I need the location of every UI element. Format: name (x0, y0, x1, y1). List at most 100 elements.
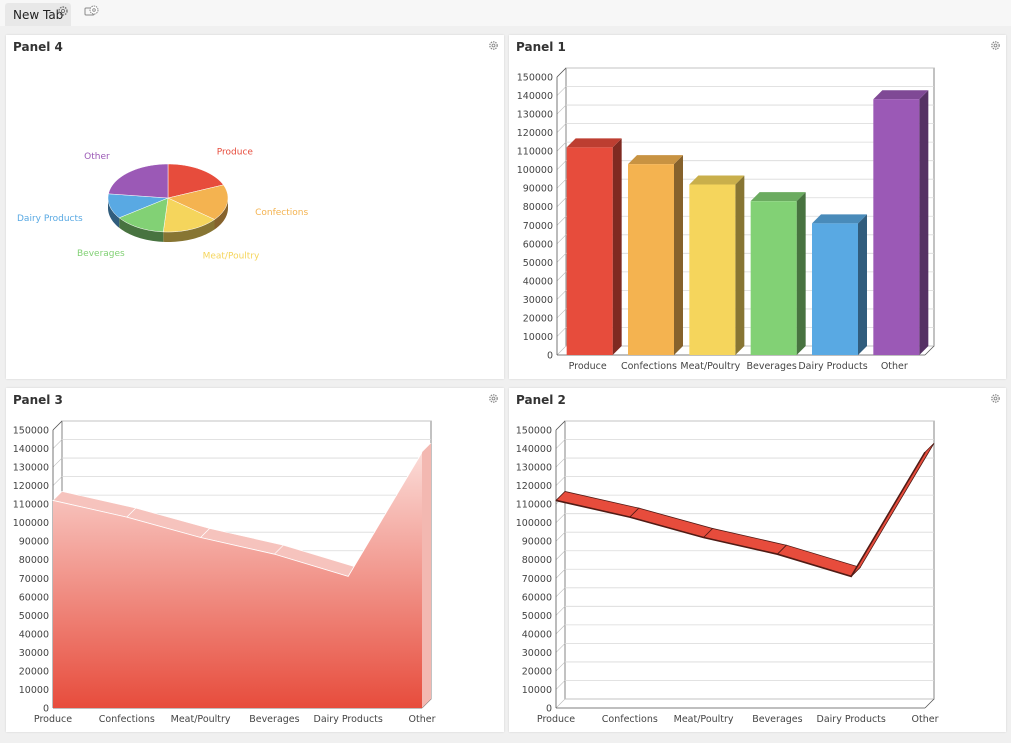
y-tick-label: 80000 (522, 555, 552, 566)
gear-icon[interactable] (488, 40, 499, 51)
panel-4: Panel 4 Produce Confections Meat/Poultry Be… (6, 35, 504, 379)
x-tick-label: Produce (537, 714, 575, 725)
bar-top (750, 192, 806, 202)
tab-new-tab[interactable]: New Tab (5, 3, 71, 26)
y-tick-label: 10000 (523, 332, 553, 343)
gridline-side (555, 476, 566, 486)
bar-top (873, 90, 929, 100)
panel-title: Panel 3 (13, 393, 63, 407)
y-tick-label: 130000 (13, 463, 49, 474)
gridline-side (555, 624, 566, 635)
y-tick-label: 100000 (516, 518, 552, 529)
gear-icon[interactable] (488, 393, 499, 404)
pie-label: Produce (217, 147, 254, 157)
y-tick-label: 20000 (522, 666, 552, 677)
y-tick-label: 10000 (522, 685, 552, 696)
gridline-side (556, 123, 567, 133)
axes: 0 10000 20000 30000 40000 50000 60000 70000 8000… (516, 420, 935, 715)
panel-title: Panel 1 (516, 40, 566, 54)
y-tick-label: 140000 (13, 444, 49, 455)
gear-icon[interactable] (990, 40, 1001, 51)
pie-chart: Produce Confections Meat/Poultry Beverages D… (17, 147, 308, 261)
pie-side-dairy-products (108, 198, 120, 228)
x-tick-label: Beverages (752, 714, 802, 725)
y-tick-label: 0 (43, 704, 49, 715)
y-tick-label: 30000 (523, 295, 553, 306)
gridline-side (556, 327, 567, 337)
pie-side-beverages (119, 217, 164, 242)
gridline-side (555, 587, 566, 598)
tab-bar: New Tab (0, 0, 1011, 26)
gridline-side (555, 439, 566, 449)
panel-3: Panel 3 0 10000 20000 30000 40000 50000 60000 7… (6, 388, 504, 732)
line-series (555, 451, 926, 578)
bar-produce (566, 138, 622, 355)
gridline-side (52, 476, 63, 486)
y-tick-label: 140000 (516, 444, 552, 455)
y-tick-label: 50000 (523, 258, 553, 269)
axis-edge (924, 345, 935, 356)
y-tick-label: 40000 (522, 629, 552, 640)
bar-top (812, 214, 867, 224)
panel-title: Panel 4 (13, 40, 63, 54)
bar-side (674, 155, 683, 355)
tab-label: New Tab (13, 8, 64, 22)
bar-front (628, 164, 674, 355)
gridline-side (555, 606, 566, 616)
y-tick-label: 150000 (517, 73, 553, 84)
panel-2: Panel 2 0 10000 20000 30000 40000 50000 60000 7… (509, 388, 1006, 732)
y-tick-label: 140000 (517, 91, 553, 102)
gridline-side (555, 643, 566, 653)
y-tick-label: 80000 (523, 202, 553, 213)
y-tick-label: 100000 (517, 165, 553, 176)
gear-icon[interactable] (990, 393, 1001, 404)
gridline-side (556, 160, 567, 170)
pie-label: Confections (255, 208, 308, 218)
gridline-side (556, 290, 567, 300)
x-tick-label: Meat/Poultry (171, 714, 231, 725)
y-tick-label: 30000 (522, 648, 552, 659)
gridline-side (555, 550, 566, 560)
bar-beverages (750, 192, 806, 355)
y-tick-label: 120000 (516, 481, 552, 492)
bar-chart: 0 10000 20000 30000 40000 50000 60000 70000 8000… (517, 67, 935, 372)
x-tick-label: Confections (99, 714, 155, 725)
bar-side (919, 90, 929, 356)
y-tick-label: 120000 (13, 481, 49, 492)
y-tick-label: 130000 (517, 110, 553, 121)
pie-slice-other (108, 163, 169, 199)
y-tick-label: 110000 (516, 500, 552, 511)
bar-other (873, 90, 929, 356)
x-tick-label: Dairy Products (798, 361, 867, 372)
y-tick-label: 110000 (517, 147, 553, 158)
y-tick-label: 20000 (523, 313, 553, 324)
pie-label: Dairy Products (17, 214, 83, 224)
area-edge (52, 452, 423, 577)
gridline-side (52, 439, 63, 449)
x-tick-label: Confections (621, 361, 677, 372)
y-tick-label: 70000 (522, 574, 552, 585)
area-side (422, 443, 431, 708)
x-tick-label: Beverages (249, 714, 299, 725)
gridline-side (556, 253, 567, 263)
axes: 0 10000 20000 30000 40000 50000 60000 70000 8000… (517, 67, 935, 362)
bar-front (812, 223, 858, 355)
y-tick-label: 120000 (517, 128, 553, 139)
y-tick-label: 60000 (523, 239, 553, 250)
pie-slice-dairy-products (107, 193, 169, 219)
gridline-side (555, 680, 566, 690)
axis-edge (924, 698, 935, 709)
y-tick-label: 70000 (19, 574, 49, 585)
panel-1: Panel 1 0 10000 20000 30000 40000 50000 60000 7… (509, 35, 1006, 379)
y-tick-label: 90000 (523, 184, 553, 195)
gridline-side (556, 178, 567, 189)
y-tick-label: 60000 (19, 592, 49, 603)
gridline-side (555, 513, 566, 523)
back-wall (564, 420, 935, 700)
add-tab-icon[interactable] (84, 4, 100, 18)
pie-label: Other (84, 152, 110, 162)
y-tick-label: 100000 (13, 518, 49, 529)
line-chart: 0 10000 20000 30000 40000 50000 60000 70000 8000… (516, 420, 939, 725)
gear-icon[interactable] (57, 5, 69, 17)
gridline-side (556, 104, 567, 115)
